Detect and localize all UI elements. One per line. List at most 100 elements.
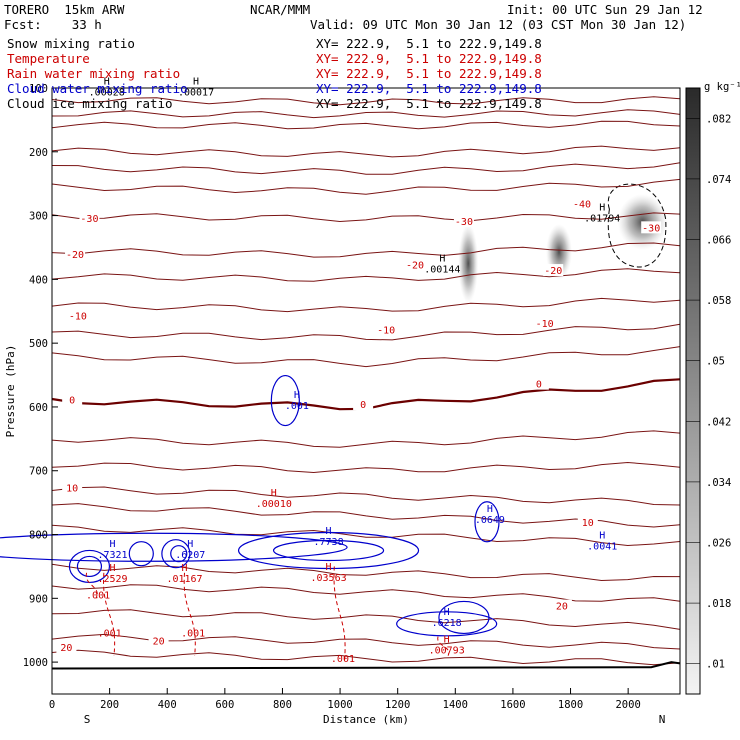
temperature-contour-19 (51, 584, 681, 602)
y-tick-label-8: 900 (29, 593, 48, 605)
contour-labels: -40 -30 -30 -30 -20 -20 -20 -10 -10 -10 0 0 0 10 10 20 2… (56, 76, 662, 665)
temperature-contour-7 (51, 242, 681, 258)
max-value-0: .00028 (89, 87, 125, 98)
plot-frame (51, 87, 681, 695)
x-tick-label-4: 800 (273, 699, 292, 711)
colorbar-label-2: .026 (706, 538, 731, 550)
x-end-right: N (659, 713, 666, 726)
rain-label-0: .001 (86, 590, 110, 601)
max-marker-6: H (187, 539, 193, 550)
max-marker-1: H (193, 76, 199, 87)
max-value-9: .7738 (313, 537, 343, 548)
colorbar-label-5: .05 (706, 356, 725, 368)
snow-outline-contour (607, 183, 667, 268)
temp-label-bg-7 (67, 309, 88, 322)
rain-label-3: .001 (331, 654, 355, 665)
temperature-contour-4 (51, 162, 681, 175)
temp-label-bg-6 (543, 264, 564, 277)
max-value-8: .01167 (166, 574, 202, 585)
temp-label-bg-3 (641, 221, 662, 234)
colorbar-label-3: .034 (706, 477, 731, 489)
init-time: Init: 00 UTC Sun 29 Jan 12 (507, 2, 703, 17)
max-marker-14: H (444, 607, 450, 618)
terrain-line (51, 661, 681, 670)
temp-label-bg-14 (577, 516, 598, 529)
temperature-contour-13 (51, 430, 681, 448)
rain-contour-4 (437, 636, 450, 656)
temp-label-bg-16 (148, 634, 169, 647)
max-marker-2: H (599, 203, 605, 214)
temperature-contour-3 (51, 145, 681, 158)
field-cloudice-name: Cloud ice mixing ratio (7, 96, 173, 111)
temperature-contour-11 (51, 346, 681, 368)
rain-contours (85, 566, 450, 663)
temperature-contour-16 (51, 503, 681, 528)
y-tick-label-2: 300 (29, 211, 48, 223)
rain-contour-2 (183, 572, 196, 656)
field-temperature-xy: XY= 222.9, 5.1 to 222.9,149.8 (316, 51, 542, 66)
temperature-contour-0 (51, 96, 681, 106)
temp-label-bg-13 (62, 481, 83, 494)
forecast-hour: Fcst: 33 h (4, 17, 102, 32)
max-marker-4: H (271, 488, 277, 499)
max-value-4: .00010 (256, 499, 292, 510)
cloud-water-contours (0, 374, 500, 637)
temperature-label-11: 0 (360, 400, 366, 411)
temperature-contour-17 (51, 524, 681, 547)
colorbar-label-8: .074 (706, 174, 731, 186)
temp-label-bg-15 (551, 599, 572, 612)
temp-label-bg-0 (572, 197, 593, 210)
max-value-10: .03563 (310, 573, 346, 584)
max-value-6: .6207 (175, 550, 205, 561)
max-marker-0: H (104, 76, 110, 87)
x-tick-label-9: 1800 (558, 699, 583, 711)
colorbar-label-1: .018 (706, 598, 731, 610)
field-snow-xy: XY= 222.9, 5.1 to 222.9,149.8 (316, 36, 542, 51)
x-tick-label-0: 0 (49, 699, 55, 711)
temperature-contour-9 (51, 297, 681, 313)
rain-label-2: .001 (181, 629, 205, 640)
cloud-contour-9 (396, 611, 498, 637)
cloud-contour-2 (0, 532, 348, 562)
temperature-label-5: -20 (406, 260, 424, 271)
temperature-label-7: -10 (69, 311, 87, 322)
temperature-label-13: 10 (66, 484, 78, 495)
cloud-contour-11 (474, 501, 500, 543)
cloud-contour-8 (270, 374, 300, 427)
temperature-contour-1 (51, 109, 681, 119)
temp-label-bg-5 (404, 258, 425, 271)
max-value-2: .01794 (584, 214, 620, 225)
y-axis-label: Pressure (hPa) (4, 345, 17, 438)
temperature-contour-15 (51, 486, 681, 506)
y-tick-label-4: 500 (29, 338, 48, 350)
x-tick-label-2: 400 (158, 699, 177, 711)
temperature-label-4: -20 (66, 250, 84, 261)
rain-contour-0 (85, 572, 98, 599)
cloud-contour-3 (128, 541, 154, 567)
cloud-contour-10 (438, 600, 490, 635)
temperature-contour-2 (51, 120, 681, 130)
cloud-contour-6 (237, 531, 420, 570)
max-marker-15: H (444, 635, 450, 646)
temperature-contour-20 (51, 609, 681, 630)
max-marker-7: H (109, 563, 115, 574)
x-axis-label: Distance (km) (323, 713, 409, 726)
y-tick-label-5: 600 (29, 402, 48, 414)
temperature-label-6: -20 (544, 266, 562, 277)
temperature-label-0: -40 (573, 200, 591, 211)
temperature-label-17: 20 (60, 643, 72, 654)
max-marker-11: H (487, 504, 493, 515)
temp-label-bg-1 (79, 211, 100, 224)
y-tick-label-3: 400 (29, 274, 48, 286)
rain-label-1: .001 (98, 629, 122, 640)
max-value-1: .00017 (178, 87, 214, 98)
max-value-5: .7321 (97, 550, 127, 561)
x-tick-label-7: 1400 (443, 699, 468, 711)
max-value-3: .00144 (424, 265, 460, 276)
center-title: NCAR/MMM (250, 2, 311, 17)
temperature-contour-6 (51, 212, 681, 223)
x-tick-label-1: 200 (100, 699, 119, 711)
colorbar-label-9: .082 (706, 113, 731, 125)
max-value-12: .0041 (587, 542, 617, 553)
y-tick-label-9: 1000 (23, 657, 48, 669)
